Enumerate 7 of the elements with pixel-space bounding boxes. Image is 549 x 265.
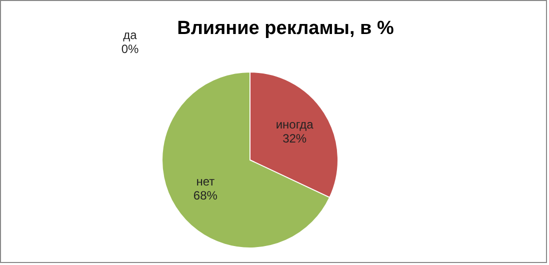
data-label: 32% (282, 132, 307, 146)
data-label: 68% (193, 188, 218, 202)
slice-label: иногда (276, 118, 314, 132)
chart-title: Влияние рекламы, в % (177, 18, 394, 39)
slice-label: нет (196, 174, 216, 188)
category-label: да (123, 28, 137, 42)
text: 0% (121, 42, 139, 56)
